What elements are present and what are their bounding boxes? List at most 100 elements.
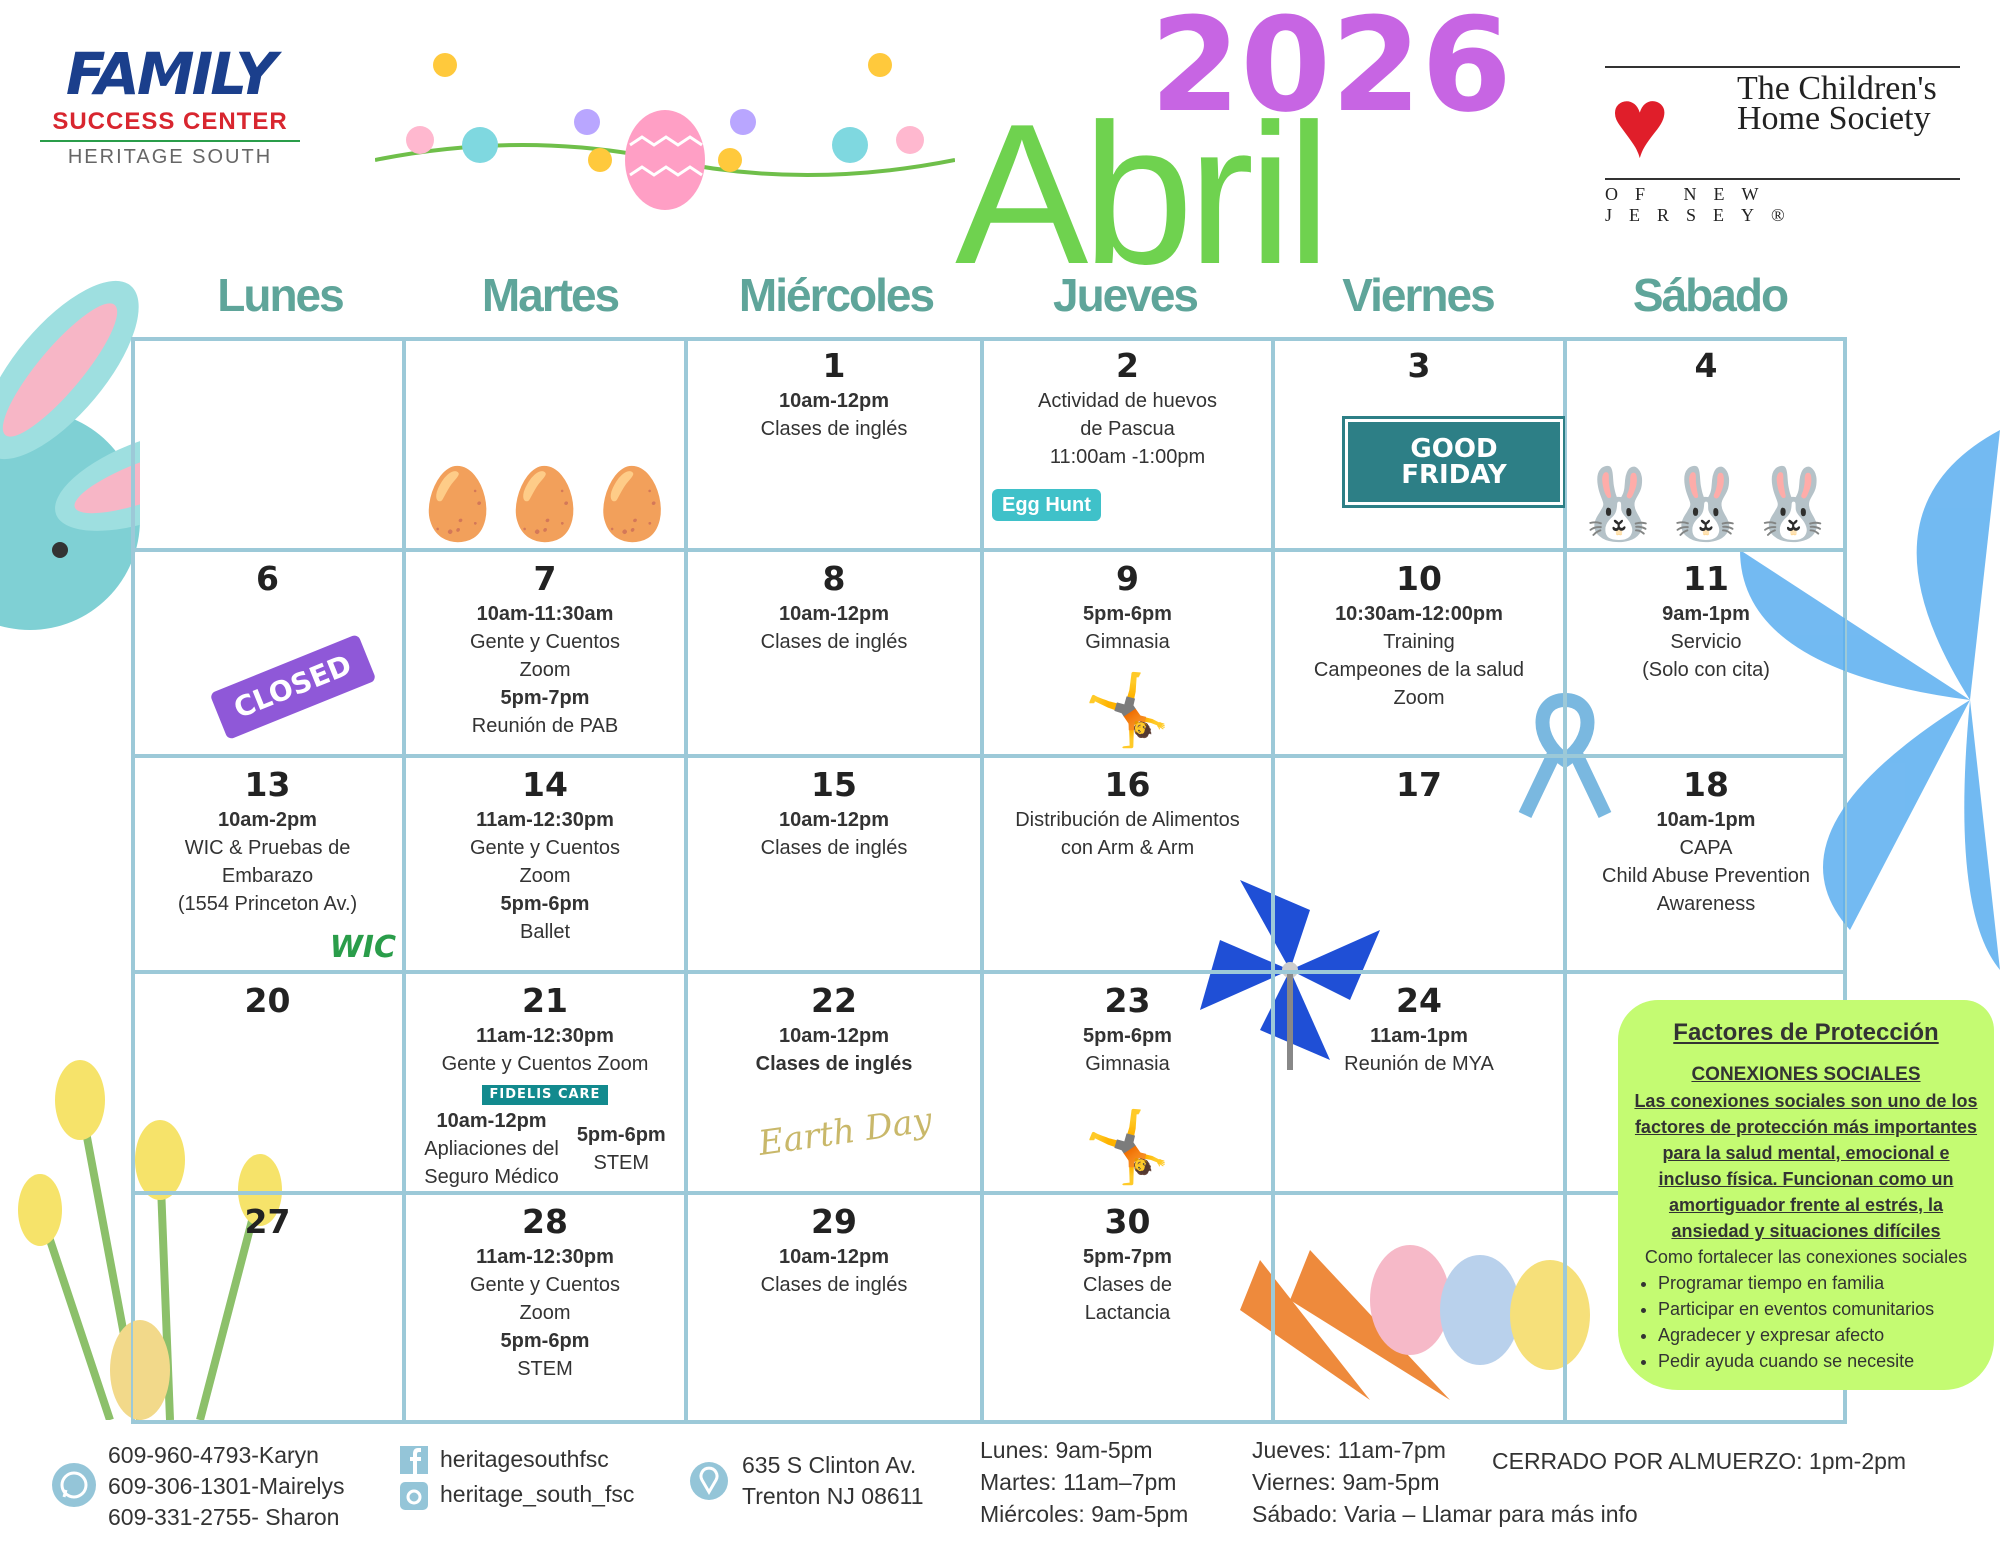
day-header-tuesday: Martes <box>481 269 620 321</box>
calendar-day-cell: 3 GOOD FRIDAY <box>1273 337 1566 550</box>
address-line: Trenton NJ 08611 <box>742 1483 924 1509</box>
event-title: STEM <box>517 1358 573 1380</box>
event-title: Ballet <box>519 921 571 943</box>
event-title: Child Abuse Prevention <box>1602 865 1810 887</box>
phone-number[interactable]: 609-331-2755- Sharon <box>108 1504 340 1530</box>
calendar-day-cell: 13 WIC 10am-2pm WIC & Pruebas de Embarazo (15… <box>131 756 404 972</box>
day-header-saturday: Sábado <box>1632 269 1789 321</box>
event-list: 10am-12pm Clases de inglés <box>688 1022 980 1078</box>
box-intro: Las conexiones sociales son uno de los f… <box>1634 1091 1978 1241</box>
event-time: 10am-12pm <box>436 1110 547 1132</box>
event-time: 5pm-6pm <box>500 1330 590 1352</box>
tip-item: Participar en eventos comunitarios <box>1658 1296 1982 1322</box>
day-number: 18 <box>1683 765 1729 804</box>
calendar-day-cell: 15 10am-12pm Clases de inglés <box>686 756 982 972</box>
event-title: Clases de inglés <box>760 1274 908 1296</box>
logo-text: FAMILY <box>65 40 277 108</box>
event-list: 9am-1pm Servicio (Solo con cita) <box>1567 600 1845 684</box>
event-title: Reunión de PAB <box>471 715 619 737</box>
event-list: 10am-2pm WIC & Pruebas de Embarazo (1554 Pr… <box>133 806 402 918</box>
day-number: 2 <box>1116 346 1139 385</box>
calendar-day-cell: 23 5pm-6pm Gimnasia 🤸 <box>982 972 1273 1193</box>
event-list: 10am-12pm Clases de inglés <box>688 600 980 656</box>
event-title: Reunión de MYA <box>1344 1053 1494 1075</box>
bunny-decoration <box>0 280 140 630</box>
day-number: 6 <box>256 559 279 598</box>
day-number: 28 <box>522 1202 568 1241</box>
hours-line: Miércoles: 9am-5pm <box>980 1501 1189 1527</box>
location-pin-icon <box>690 1462 728 1500</box>
event-time: 5pm-7pm <box>500 687 590 709</box>
calendar-day-cell: 20 <box>131 972 404 1193</box>
logo-text: HERITAGE SOUTH <box>40 140 300 169</box>
event-title: con Arm & Arm <box>1060 837 1195 859</box>
day-number: 8 <box>822 559 846 598</box>
event-time: 10am-12pm <box>778 390 890 412</box>
event-time: 10:30am-12:00pm <box>1335 603 1503 625</box>
event-column: 10am-12pm Apliaciones del Seguro Médico <box>424 1107 559 1191</box>
event-badge: Egg Hunt <box>992 489 1101 521</box>
calendar-day-cell: 6 CLOSED <box>131 550 404 756</box>
box-subtitle: CONEXIONES SOCIALES <box>1691 1064 1921 1085</box>
facebook-link[interactable]: heritagesouthfsc <box>440 1446 609 1472</box>
day-number: 15 <box>811 765 857 804</box>
calendar-day-cell: 10 10:30am-12:00pm Training Campeones de la… <box>1273 550 1565 756</box>
event-list: 5pm-7pm Clases de Lactancia <box>984 1243 1271 1327</box>
event-title: Gente y Cuentos <box>469 631 621 653</box>
event-list: Distribución de Alimentos con Arm & Arm <box>984 806 1271 862</box>
phone-number[interactable]: 609-306-1301-Mairelys <box>108 1473 345 1499</box>
event-title: Clases de inglés <box>760 418 908 440</box>
address-line: 635 S Clinton Av. <box>742 1452 917 1478</box>
day-number: 11 <box>1683 559 1729 598</box>
event-list: 11am-12:30pm Gente y Cuentos Zoom FIDELIS … <box>406 1022 684 1191</box>
event-badge: GOOD FRIDAY <box>1342 416 1566 508</box>
childrens-home-society-logo: ♥ The Children's Home Society OF NEW JER… <box>1605 66 1960 225</box>
address: 635 S Clinton Av. Trenton NJ 08611 <box>742 1450 924 1512</box>
event-time: 11am-12:30pm <box>476 1246 614 1268</box>
event-list: 10am-12pm Clases de inglés <box>688 387 980 443</box>
event-title: Distribución de Alimentos <box>1015 809 1240 831</box>
event-time: 5pm-7pm <box>1083 1246 1172 1268</box>
calendar-day-cell: 14 11am-12:30pm Gente y Cuentos Zoom 5pm-6pm… <box>404 756 686 972</box>
calendar-month: Abril <box>955 83 1331 306</box>
event-title: Clases de inglés <box>760 837 908 859</box>
lunch-closure-note: CERRADO POR ALMUERZO: 1pm-2pm <box>1492 1448 1907 1474</box>
instagram-link[interactable]: heritage_south_fsc <box>440 1481 635 1507</box>
event-list: 10:30am-12:00pm Training Campeones de la s… <box>1275 600 1563 712</box>
event-time: 10am-1pm <box>1656 809 1756 831</box>
event-title: de Pascua <box>1080 418 1175 440</box>
flower-garland-decoration <box>375 53 955 210</box>
box-how: Como fortalecer las conexiones sociales <box>1644 1247 1968 1267</box>
hours-line: Sábado: Varia – Llamar para más info <box>1252 1501 1638 1527</box>
event-list: 10am-11:30am Gente y Cuentos Zoom 5pm-7pm Re… <box>406 600 684 740</box>
calendar-day-cell: 27 <box>131 1193 404 1424</box>
phone-number[interactable]: 609-960-4793-Karyn <box>108 1442 319 1468</box>
event-time: 11am-12:30pm <box>476 1025 614 1047</box>
event-columns: 10am-12pm Apliaciones del Seguro Médico 5pm… <box>406 1107 684 1191</box>
event-title: Campeones de la salud <box>1313 659 1525 681</box>
event-time: 10am-12pm <box>778 1025 890 1047</box>
event-time: 5pm-6pm <box>500 893 590 915</box>
calendar-day-cell: 1 10am-12pm Clases de inglés <box>686 337 982 550</box>
event-list: 10am-12pm Clases de inglés <box>688 806 980 862</box>
event-time: 10am-2pm <box>218 809 317 831</box>
event-title: Clases de <box>1083 1274 1172 1296</box>
event-title: Zoom <box>519 659 571 681</box>
event-title: Apliaciones del <box>424 1138 559 1160</box>
gymnast-icon: 🤸 <box>1083 1108 1172 1186</box>
day-number: 20 <box>244 981 291 1020</box>
day-number: 23 <box>1104 981 1151 1020</box>
day-number: 21 <box>522 981 568 1020</box>
box-title: Factores de Protección <box>1673 1019 1939 1046</box>
hours-line: Jueves: 11am-7pm <box>1252 1437 1446 1463</box>
logo-text: SUCCESS CENTER <box>52 108 288 135</box>
day-number: 29 <box>811 1202 857 1241</box>
day-number: 7 <box>533 559 557 598</box>
event-title: Training <box>1383 631 1455 653</box>
calendar-day-cell: 17 <box>1273 756 1565 972</box>
calendar-day-cell: 2 Egg Hunt Actividad de huevos de Pascua 11:… <box>982 337 1273 550</box>
calendar-day-cell: 11 9am-1pm Servicio (Solo con cita) <box>1565 550 1847 756</box>
event-time: 11am-12:30pm <box>476 809 614 831</box>
event-title: Gimnasia <box>1085 631 1170 653</box>
calendar-day-cell: 4 🐰🐰🐰 <box>1565 337 1847 550</box>
